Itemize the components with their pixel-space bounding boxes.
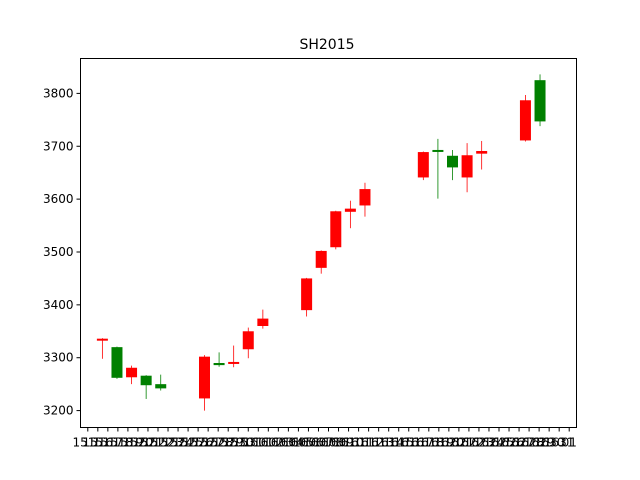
x-tick-label: 1620 [434,436,465,450]
x-tick-label: 1621 [444,436,475,450]
x-tick-label: 1520 [123,436,154,450]
candle-body [315,250,327,268]
x-tick-label: 1530 [223,436,254,450]
x-tick-label: 1619 [424,436,455,450]
x-tick-label: 1605 [283,436,314,450]
y-tick-label: 3800 [43,86,74,100]
x-tick-label: 1615 [383,436,414,450]
x-tick-label: 1612 [353,436,384,450]
x-tick-label: 1625 [484,436,515,450]
x-tick-label: 1607 [303,436,334,450]
chart-title: SH2015 [299,37,354,53]
y-tick-label: 3500 [43,245,74,259]
x-tick-label: 1610 [333,436,364,450]
x-tick-label: 1630 [534,436,565,450]
x-tick-label: 1515 [73,436,104,450]
candle-body [432,149,444,152]
x-axis: 1515151615171518151915201521152215231524… [73,427,577,450]
x-tick-label: 1626 [494,436,525,450]
x-tick-label: 1527 [193,436,224,450]
x-tick-label: 1614 [373,436,404,450]
x-tick-label: 1517 [93,436,124,450]
candle-body [534,80,546,122]
candle-body [199,356,210,399]
x-tick-label: 1601 [243,436,274,450]
candle-body [242,331,254,350]
x-tick-label: 1523 [153,436,184,450]
x-tick-label: 1627 [504,436,535,450]
y-axis: 3200 3300 3400 3500 3600 3700 3800 [43,86,81,418]
candle-body [301,278,313,311]
candle-body [476,151,488,154]
candle-body [213,363,225,366]
x-tick-label: 1629 [524,436,555,450]
candle-body [417,152,429,178]
x-tick-label: 1613 [363,436,394,450]
x-tick-label: 1631 [544,436,575,450]
x-tick-label: 1624 [474,436,505,450]
x-tick-label: 1628 [514,436,545,450]
candle-body [228,361,240,364]
x-tick-label: 1618 [414,436,445,450]
y-tick-label: 3400 [43,298,74,312]
x-tick-label: 1519 [113,436,144,450]
x-tick-label: 1622 [454,436,485,450]
x-tick-label: 1531 [233,436,264,450]
x-tick-label: 1616 [393,436,424,450]
y-tick-label: 3300 [43,351,74,365]
candle-body [140,375,152,386]
candle-body [257,318,269,326]
x-tick-label: 1617 [403,436,434,450]
x-tick-label: 1608 [313,436,344,450]
x-tick-label: 1604 [273,436,304,450]
x-tick-label: 1603 [263,436,294,450]
plot-frame [80,58,577,428]
x-tick-label: 1611 [343,436,374,450]
x-tick-label: 1609 [323,436,354,450]
x-tick-label: 1525 [173,436,204,450]
candle-body [447,155,458,168]
candle-body [461,155,473,178]
candle-body [96,338,108,341]
x-tick-label: 1518 [103,436,134,450]
y-tick-label: 3700 [43,139,74,153]
x-tick-label: 1516 [83,436,114,450]
x-tick-label: 1602 [253,436,284,450]
x-tick-label: 1606 [293,436,324,450]
y-tick-label: 3600 [43,192,74,206]
x-tick-label: 1529 [213,436,244,450]
candle-body [126,367,138,378]
x-tick-label: 1521 [133,436,164,450]
candle-body [359,189,371,206]
x-tick-label: 1526 [183,436,214,450]
x-tick-label: 01 [562,436,577,450]
candle-body [519,100,531,141]
candle-body [111,347,123,378]
candle-body [155,384,167,389]
candle-body [344,208,356,212]
x-tick-label: 1623 [464,436,495,450]
y-tick-label: 3200 [43,404,74,418]
plot-area [96,74,546,411]
candle-body [330,211,342,248]
x-tick-label: 1524 [163,436,194,450]
x-tick-label: 1528 [203,436,234,450]
x-tick-label: 1522 [143,436,174,450]
